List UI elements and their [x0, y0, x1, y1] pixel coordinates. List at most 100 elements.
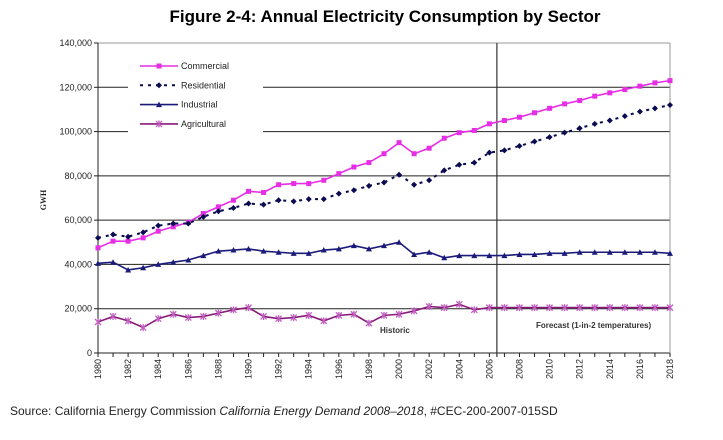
data-point-star — [576, 304, 584, 312]
x-tick-label: 1984 — [153, 359, 163, 379]
data-point-diamond — [305, 196, 312, 203]
x-tick-label: 2014 — [605, 359, 615, 379]
chart-title: Figure 2-4: Annual Electricity Consumpti… — [169, 7, 601, 26]
data-point-triangle — [290, 250, 297, 256]
data-point-diamond — [381, 179, 387, 186]
data-point-triangle — [110, 259, 117, 265]
data-point-triangle — [606, 249, 613, 255]
data-point-star — [230, 306, 237, 314]
data-point-diamond — [290, 198, 297, 205]
legend-label: Agricultural — [181, 119, 226, 129]
data-point-diamond — [215, 208, 222, 215]
data-point-triangle — [215, 248, 222, 254]
y-tick-label: 40,000 — [64, 259, 92, 269]
legend-label: Residential — [181, 80, 226, 90]
y-tick-label: 100,000 — [59, 127, 92, 137]
data-point-square — [486, 121, 492, 127]
data-point-triangle — [576, 249, 583, 255]
data-point-square — [501, 118, 507, 123]
data-point-star — [199, 312, 207, 320]
series-agricultural — [94, 300, 674, 332]
data-point-star — [290, 314, 298, 322]
data-point-triangle — [591, 249, 598, 255]
data-point-square — [456, 130, 462, 136]
data-point-star — [561, 304, 569, 312]
data-point-triangle — [441, 254, 448, 261]
data-point-triangle — [426, 249, 433, 255]
data-point-triangle — [396, 239, 403, 245]
data-point-triangle — [335, 245, 342, 252]
data-point-triangle — [651, 249, 658, 255]
data-point-star — [500, 304, 508, 312]
data-point-square — [426, 145, 432, 151]
data-point-square — [230, 197, 236, 203]
y-tick-label: 20,000 — [64, 304, 92, 314]
data-point-star — [666, 304, 674, 312]
data-point-diamond — [365, 182, 372, 189]
data-point-star — [260, 312, 268, 320]
data-point-triangle — [501, 252, 508, 259]
data-point-square — [336, 171, 342, 177]
x-tick-label: 2002 — [424, 359, 434, 379]
data-point-triangle — [381, 242, 387, 249]
data-point-diamond — [230, 204, 237, 211]
data-point-diamond — [170, 220, 177, 227]
x-tick-label: 2016 — [635, 359, 645, 379]
data-point-diamond — [156, 82, 162, 89]
data-point-square — [215, 204, 221, 210]
data-point-diamond — [185, 220, 192, 227]
data-point-diamond — [110, 231, 117, 238]
data-point-triangle — [275, 249, 282, 255]
data-point-diamond — [140, 229, 147, 236]
x-tick-label: 2018 — [665, 359, 675, 379]
data-point-diamond — [516, 142, 523, 149]
data-point-square — [276, 182, 282, 188]
x-tick-label: 2000 — [394, 359, 404, 379]
x-tick-label: 1994 — [304, 359, 314, 379]
data-point-star — [154, 315, 162, 323]
data-point-star — [425, 303, 433, 310]
y-tick-label: 140,000 — [59, 38, 92, 48]
data-point-square — [321, 177, 327, 183]
data-point-star — [485, 304, 493, 312]
x-tick-label: 2004 — [454, 359, 464, 379]
data-point-star — [470, 306, 478, 314]
data-point-diamond — [561, 129, 568, 136]
y-axis-label: GWH — [39, 189, 48, 210]
data-point-diamond — [260, 201, 267, 208]
data-point-star — [184, 314, 192, 322]
x-tick-label: 1996 — [334, 359, 344, 379]
data-point-diamond — [667, 102, 673, 108]
data-point-triangle — [200, 252, 207, 259]
data-point-square — [577, 98, 583, 104]
annotation-forecast: Forecast (1-in-2 temperatures) — [536, 321, 651, 330]
data-point-star — [155, 120, 163, 128]
x-tick-label: 2008 — [514, 359, 524, 379]
annotation-historic: Historic — [380, 326, 410, 335]
x-tick-label: 1992 — [274, 359, 284, 379]
data-point-square — [637, 83, 643, 89]
data-point-star — [335, 311, 343, 319]
data-point-diamond — [396, 171, 403, 178]
data-point-diamond — [335, 190, 342, 197]
data-point-star — [591, 304, 599, 312]
source-note: Source: California Energy Commission Cal… — [10, 404, 558, 418]
data-point-triangle — [667, 250, 673, 256]
data-point-triangle — [305, 250, 312, 256]
data-point-square — [306, 181, 312, 187]
data-point-square — [246, 188, 252, 194]
data-point-star — [320, 317, 328, 325]
data-point-diamond — [531, 138, 538, 145]
series-industrial — [95, 239, 673, 273]
data-point-diamond — [125, 233, 132, 240]
data-point-diamond — [456, 161, 463, 168]
series-line — [97, 104, 671, 239]
data-point-square — [667, 78, 673, 84]
data-point-triangle — [185, 257, 192, 263]
data-point-square — [562, 101, 568, 107]
data-point-triangle — [471, 252, 478, 259]
data-point-triangle — [531, 251, 538, 257]
data-point-star — [606, 304, 614, 312]
